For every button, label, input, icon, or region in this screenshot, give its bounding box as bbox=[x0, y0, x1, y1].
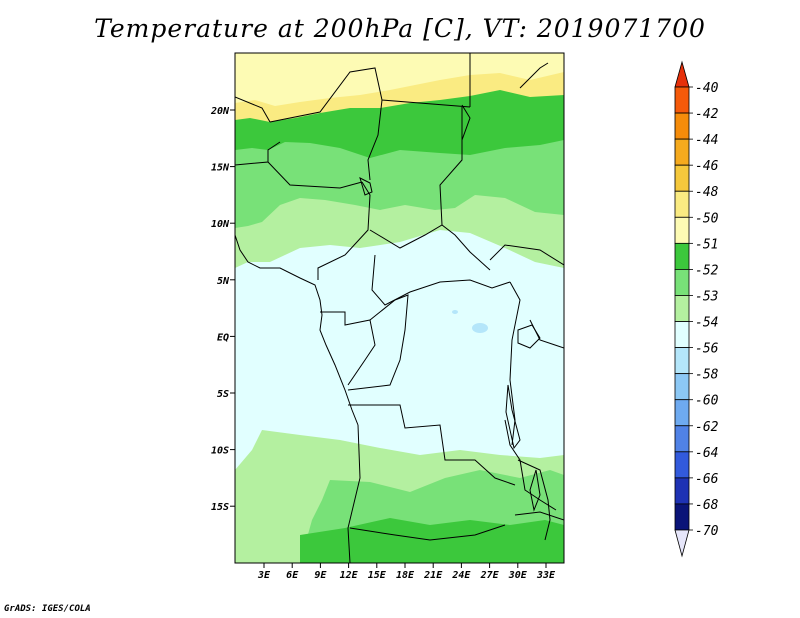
colorbar-swatch bbox=[674, 425, 690, 453]
colorbar-swatch bbox=[674, 269, 690, 296]
colorbar-swatch bbox=[674, 321, 690, 348]
colorbar-label: -56 bbox=[695, 342, 719, 357]
lat-label: 5N bbox=[217, 276, 230, 287]
colorbar-label: -62 bbox=[695, 420, 719, 435]
colorbar-label: -70 bbox=[695, 524, 719, 539]
border-niger-east bbox=[367, 99, 383, 181]
lon-label: 21E bbox=[423, 570, 443, 581]
coast-west-africa bbox=[235, 234, 359, 426]
band-pale-yellow-north bbox=[235, 53, 564, 106]
colorbar-top-arrow bbox=[674, 60, 690, 88]
lake-victoria bbox=[517, 324, 541, 349]
river-nile bbox=[461, 104, 471, 141]
colorbar-swatch bbox=[674, 477, 690, 505]
country-borders bbox=[235, 53, 564, 563]
longitude-axis: 3E 6E 9E 12E 15E 18E 21E 24E 27E 30E 33E bbox=[257, 563, 556, 581]
colorbar-label: -64 bbox=[695, 446, 718, 461]
border-zambia-south bbox=[349, 524, 506, 541]
border-malawi bbox=[517, 459, 551, 541]
band-dark-green-south bbox=[300, 518, 564, 563]
border-congo bbox=[347, 294, 409, 391]
colorbar-label: -60 bbox=[695, 394, 719, 409]
band-blue-patch-small bbox=[452, 310, 458, 314]
colorbar-swatch bbox=[674, 451, 690, 479]
lat-label: 10N bbox=[211, 219, 230, 230]
border-mozambique bbox=[514, 511, 564, 521]
colorbar-swatch bbox=[674, 164, 690, 192]
temperature-field bbox=[235, 53, 564, 563]
border-drc-south bbox=[348, 404, 516, 486]
colorbar-label: -50 bbox=[695, 211, 719, 226]
colorbar-label: -44 bbox=[695, 133, 718, 148]
border-northern-belt bbox=[269, 67, 471, 123]
colorbar-swatch bbox=[674, 190, 690, 218]
border-sudan-west bbox=[439, 107, 463, 226]
colorbar-label: -54 bbox=[695, 316, 718, 331]
colorbar: -40 -42 -44 -46 -48 -50 -51 -52 -53 -54 -56 -58 -60 -… bbox=[674, 60, 719, 558]
lake-malawi bbox=[529, 469, 541, 512]
colorbar-swatch bbox=[674, 399, 690, 427]
lon-label: 3E bbox=[257, 570, 271, 581]
border-east-lakes bbox=[504, 419, 557, 511]
colorbar-label: -42 bbox=[695, 107, 719, 122]
lon-label: 33E bbox=[536, 570, 556, 581]
colorbar-label: -53 bbox=[695, 289, 718, 304]
colorbar-label: -48 bbox=[695, 185, 719, 200]
colorbar-swatch bbox=[674, 347, 690, 375]
colorbar-swatch bbox=[674, 112, 690, 140]
lat-label: EQ bbox=[217, 332, 229, 343]
latitude-axis: 20N 15N 10N 5N EQ 5S 10S 15S bbox=[210, 106, 235, 513]
lon-label: 12E bbox=[340, 570, 359, 581]
border-sahel bbox=[235, 141, 281, 166]
border-ethiopia bbox=[489, 244, 564, 266]
lat-label: 10S bbox=[211, 446, 229, 457]
border-car-south bbox=[371, 254, 511, 306]
red-sea bbox=[519, 62, 549, 89]
border-chad-south bbox=[369, 224, 491, 271]
map-title: Temperature at 200hPa [C], VT: 201907170… bbox=[94, 14, 706, 43]
border-angola bbox=[347, 424, 361, 563]
lon-label: 27E bbox=[480, 570, 500, 581]
border-niger-south bbox=[267, 161, 363, 189]
band-blue-patch bbox=[472, 323, 488, 333]
lon-label: 30E bbox=[508, 570, 528, 581]
lon-label: 6E bbox=[286, 570, 299, 581]
lat-label: 5S bbox=[217, 389, 229, 400]
colorbar-swatch bbox=[674, 242, 690, 270]
lake-chad bbox=[359, 177, 373, 196]
colorbar-swatch bbox=[674, 373, 690, 401]
lon-label: 9E bbox=[314, 570, 327, 581]
colorbar-label: -66 bbox=[695, 472, 719, 487]
colorbar-swatch bbox=[674, 216, 690, 244]
lat-label: 15N bbox=[211, 163, 230, 174]
lon-label: 15E bbox=[368, 570, 387, 581]
lon-label: 24E bbox=[451, 570, 471, 581]
lon-label: 18E bbox=[396, 570, 415, 581]
colorbar-swatch bbox=[674, 503, 690, 531]
border-drc-east bbox=[509, 281, 521, 446]
colorbar-swatch bbox=[674, 86, 690, 114]
colorbar-label: -40 bbox=[695, 81, 719, 96]
map-frame bbox=[234, 52, 565, 564]
colorbar-label: -51 bbox=[695, 237, 718, 252]
lat-label: 15S bbox=[211, 502, 229, 513]
lat-label: 20N bbox=[210, 106, 230, 117]
colorbar-label: -58 bbox=[695, 368, 719, 383]
colorbar-swatch bbox=[674, 295, 690, 322]
colorbar-label: -68 bbox=[695, 498, 719, 513]
lake-tanganyika bbox=[505, 384, 521, 450]
colorbar-swatch bbox=[674, 138, 690, 166]
coast-morocco bbox=[235, 96, 271, 123]
colorbar-label: -52 bbox=[695, 263, 719, 278]
border-nigeria-east bbox=[317, 181, 371, 280]
colorbar-label: -46 bbox=[695, 159, 719, 174]
colorbar-bottom-arrow bbox=[674, 529, 690, 558]
grads-credit: GrADS: IGES/COLA bbox=[4, 604, 91, 614]
